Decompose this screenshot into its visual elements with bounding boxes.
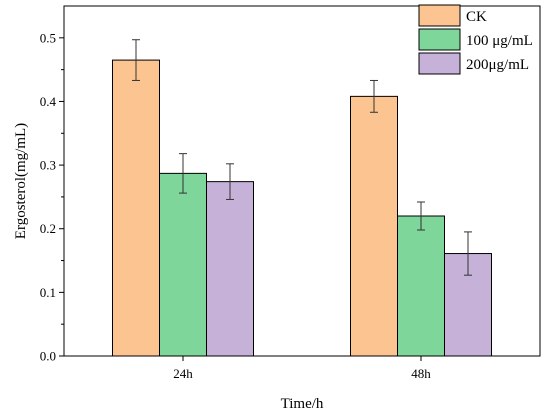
legend-label: 200μg/mL — [466, 57, 529, 73]
bar — [350, 95, 398, 357]
y-tick-label: 0.0 — [40, 349, 56, 364]
legend-swatch — [418, 52, 461, 75]
bar — [397, 215, 445, 357]
y-tick-label: 0.2 — [40, 221, 56, 236]
bars-group — [112, 59, 492, 357]
x-tick-label: 24h — [173, 366, 193, 381]
bar — [112, 59, 160, 357]
plot-frame — [63, 5, 541, 357]
y-tick-label: 0.4 — [40, 94, 57, 109]
y-axis: 0.0 0.1 0.2 0.3 0.4 0.5 — [40, 30, 64, 364]
y-axis-title: Ergosterol(mg/mL) — [13, 123, 29, 239]
bar — [206, 181, 254, 357]
y-tick-label: 0.3 — [40, 158, 56, 173]
plot-area — [63, 5, 541, 357]
legend-swatch — [418, 4, 461, 27]
legend-label: CK — [466, 9, 487, 25]
x-tick-label: 48h — [411, 366, 431, 381]
error-bars-group — [132, 39, 472, 276]
x-axis: 24h 48h — [173, 356, 431, 381]
y-tick-label: 0.1 — [40, 285, 56, 300]
bar — [159, 172, 207, 357]
y-tick-label: 0.5 — [40, 30, 56, 45]
x-axis-title: Time/h — [281, 396, 324, 412]
legend: CK 100 μg/mL 200μg/mL — [418, 4, 533, 75]
legend-label: 100 μg/mL — [466, 33, 533, 49]
legend-swatch — [418, 28, 461, 51]
